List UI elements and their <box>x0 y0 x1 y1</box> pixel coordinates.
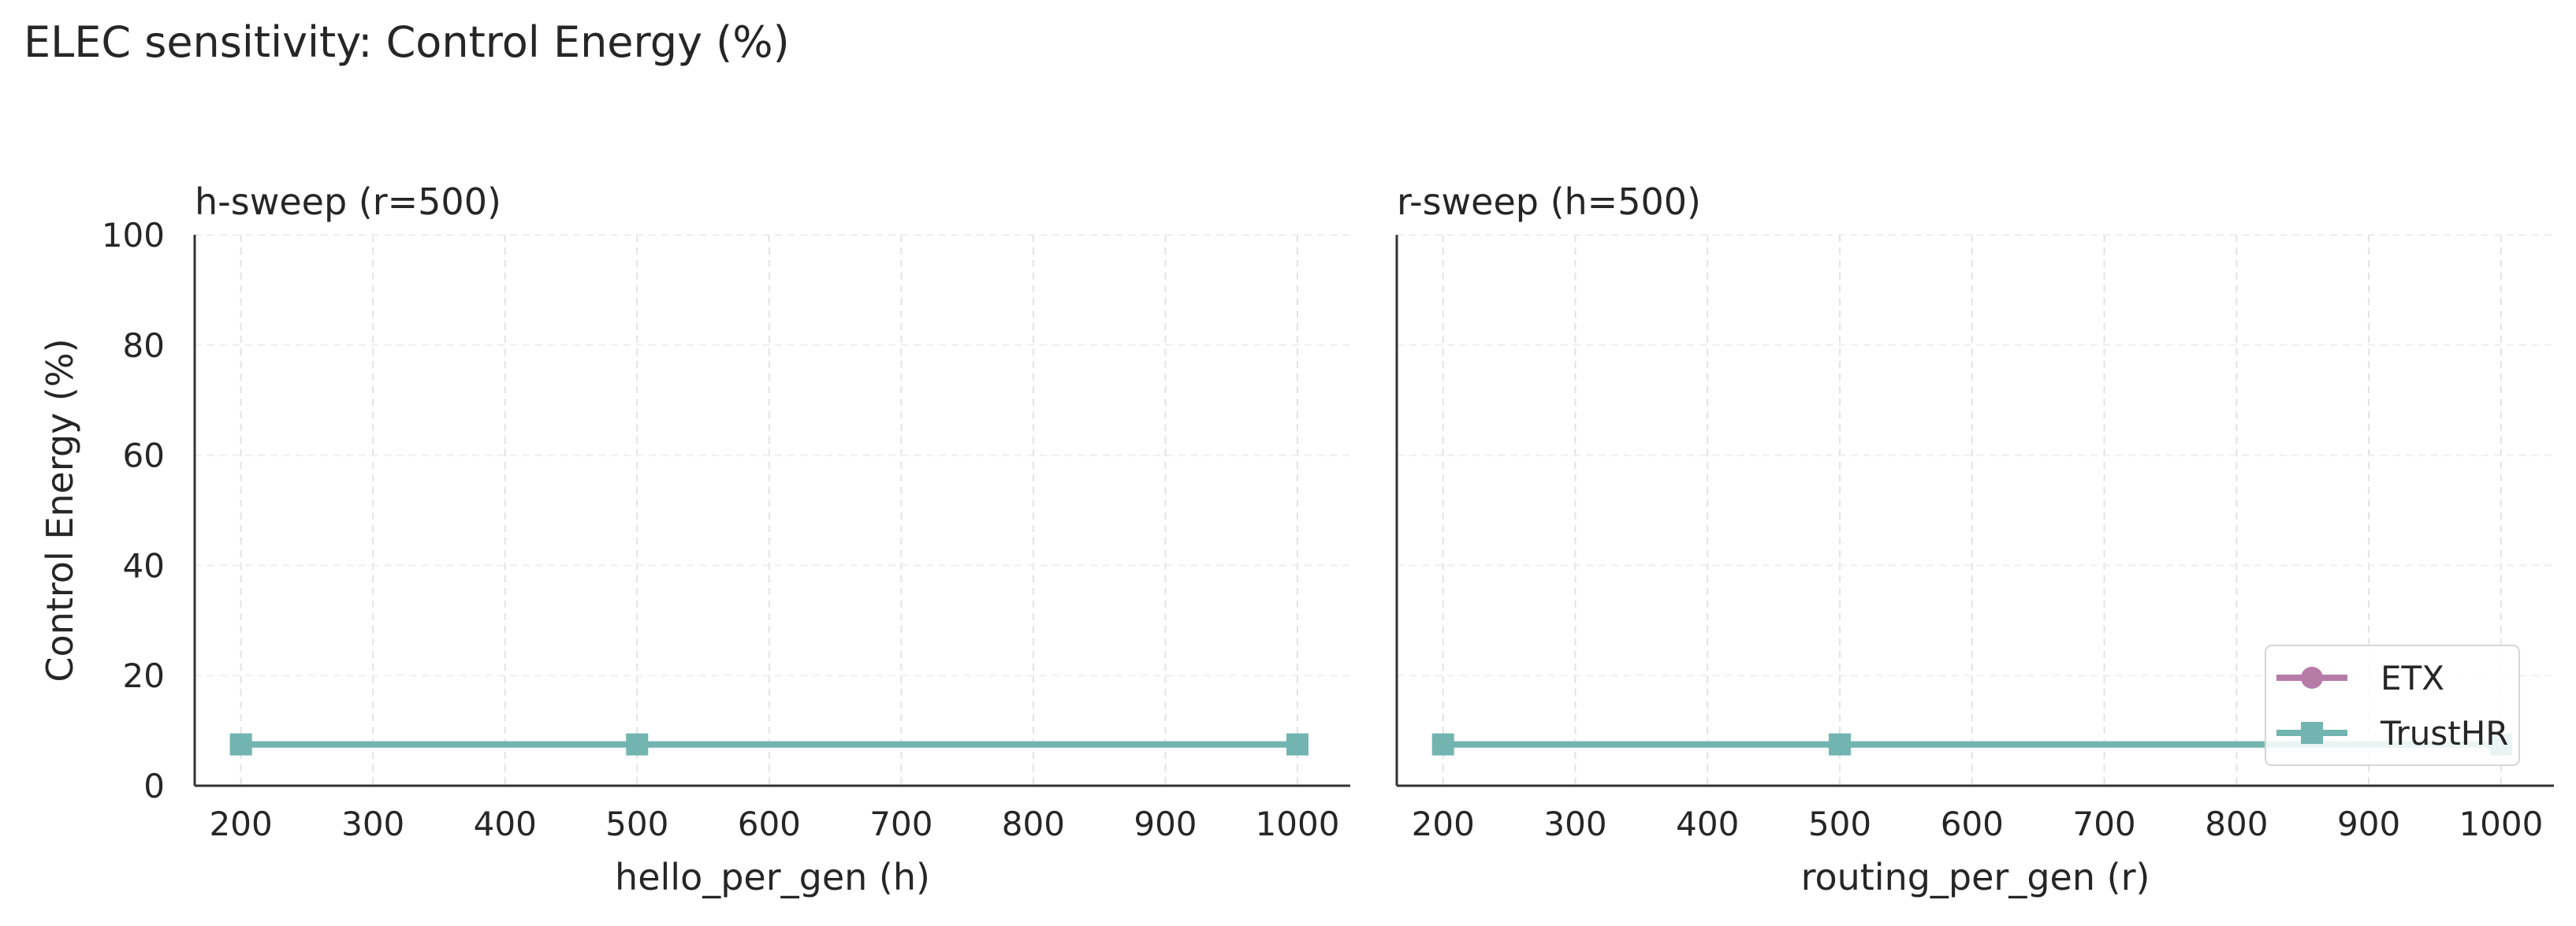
x-tick-label: 1000 <box>2459 805 2543 843</box>
x-tick-label: 400 <box>474 805 537 843</box>
y-tick-label: 20 <box>123 656 165 695</box>
x-tick-label: 600 <box>1941 805 2004 843</box>
data-point-trusthr <box>1829 733 1852 756</box>
data-point-trusthr <box>626 733 649 756</box>
x-tick-label: 800 <box>1002 805 1065 843</box>
panel-title: r-sweep (h=500) <box>1397 180 1701 223</box>
legend-marker-trusthr <box>2301 722 2323 744</box>
x-tick-label: 500 <box>605 805 668 843</box>
x-tick-label: 1000 <box>1256 805 1340 843</box>
y-tick-label: 100 <box>102 216 165 255</box>
legend-label-etx: ETX <box>2381 659 2444 697</box>
x-tick-label: 200 <box>1412 805 1475 843</box>
legend: ETX TrustHR <box>2265 645 2520 766</box>
x-tick-label: 700 <box>869 805 932 843</box>
y-tick-label: 80 <box>123 326 165 365</box>
x-tick-label: 800 <box>2205 805 2268 843</box>
y-tick-label: 40 <box>123 546 165 585</box>
data-point-trusthr <box>1286 733 1308 756</box>
y-axis-label: Control Energy (%) <box>39 338 81 682</box>
y-tick-label: 60 <box>123 437 165 475</box>
x-tick-label: 200 <box>210 805 273 843</box>
x-axis-label: routing_per_gen (r) <box>1801 856 2150 898</box>
x-tick-label: 400 <box>1676 805 1739 843</box>
chart-panel-1: 200 300 400 500 600 700 800 900 1000 0 20 40 60 80 100… <box>39 180 1350 898</box>
x-tick-label: 300 <box>341 805 404 843</box>
y-tick-label: 0 <box>143 767 165 805</box>
legend-label-trusthr: TrustHR <box>2380 714 2508 753</box>
x-tick-label: 900 <box>1134 805 1197 843</box>
x-axis-label: hello_per_gen (h) <box>615 856 930 898</box>
chart-panel-2: 200 300 400 500 600 700 800 900 1000 r-sweep (h=5… <box>1395 180 2554 898</box>
figure-title: ELEC sensitivity: Control Energy (%) <box>24 17 790 67</box>
panel-title: h-sweep (r=500) <box>195 180 501 223</box>
x-tick-label: 500 <box>1808 805 1871 843</box>
x-tick-label: 300 <box>1543 805 1606 843</box>
x-tick-label: 600 <box>738 805 801 843</box>
x-tick-label: 900 <box>2337 805 2400 843</box>
legend-marker-etx <box>2301 667 2323 689</box>
x-tick-label: 700 <box>2072 805 2135 843</box>
data-point-trusthr <box>1431 733 1454 756</box>
data-point-trusthr <box>229 733 252 756</box>
